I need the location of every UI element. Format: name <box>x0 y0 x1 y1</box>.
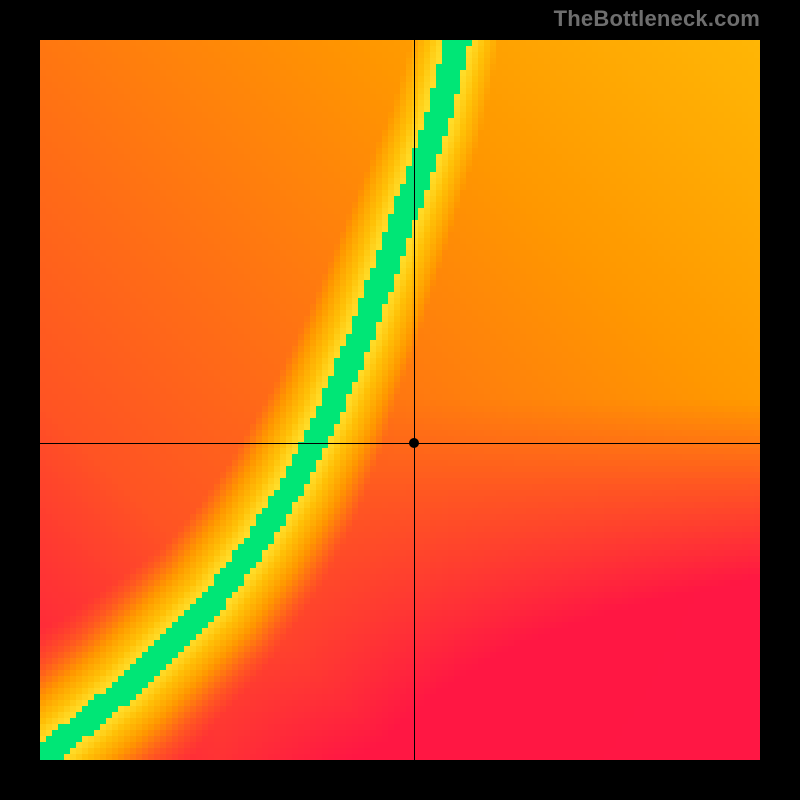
crosshair-horizontal <box>40 443 760 444</box>
crosshair-vertical <box>414 40 415 760</box>
heatmap-canvas <box>40 40 760 760</box>
heatmap-plot <box>40 40 760 760</box>
attribution-label: TheBottleneck.com <box>554 6 760 32</box>
frame: TheBottleneck.com <box>0 0 800 800</box>
